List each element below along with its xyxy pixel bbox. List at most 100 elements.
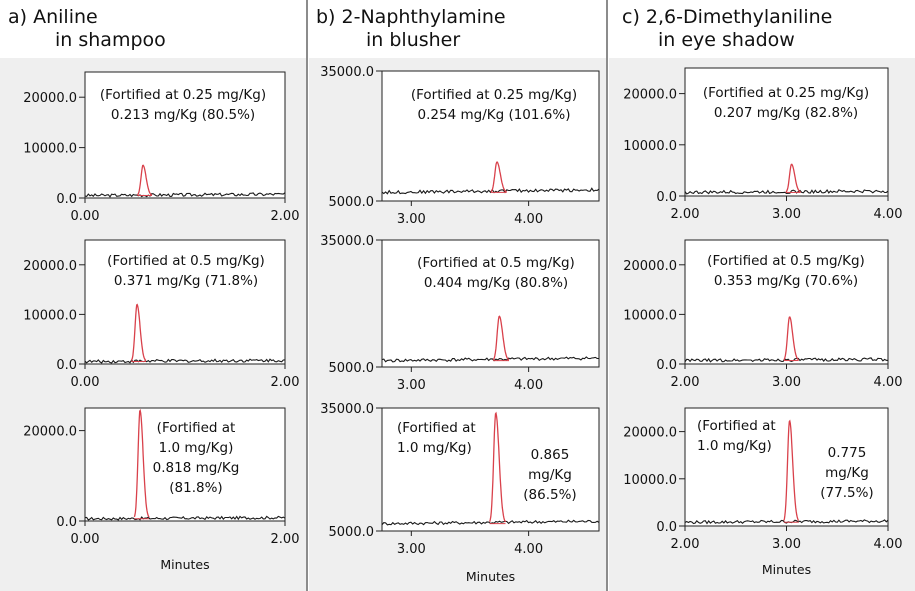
x-tick-label: 4.00 [514, 542, 543, 557]
panel-a-title-line2: in shampoo [55, 29, 166, 51]
x-tick-label: 4.00 [874, 375, 903, 390]
panel-b-title-line2: in blusher [366, 29, 461, 51]
peak-annotation: (Fortified at [397, 420, 476, 436]
peak-annotation: mg/Kg [825, 465, 869, 481]
panel-a-title-line1: a) Aniline [8, 6, 98, 28]
plot-frame [684, 67, 889, 197]
y-tick-label: 5000.0 [329, 195, 375, 210]
y-tick-label: 0.0 [656, 358, 677, 373]
y-tick-label: 20000.0 [623, 259, 677, 274]
panel-c-title-line2: in eye shadow [658, 29, 795, 51]
peak-trace [783, 316, 800, 361]
panel-c-title: c) 2,6-Dimethylaniline in eye shadow [622, 6, 832, 52]
baseline-trace [84, 358, 286, 364]
y-tick-label: 0.0 [56, 358, 77, 373]
panel-b-title-line1: b) 2-Naphthylamine [316, 6, 506, 28]
peak-annotation: (Fortified at [157, 420, 236, 436]
x-tick-label: 4.00 [514, 378, 543, 393]
y-tick-label: 10000.0 [23, 142, 77, 157]
panel-b-title: b) 2-Naphthylamine in blusher [316, 6, 506, 52]
peak-annotation: (Fortified at 0.25 mg/Kg) [703, 85, 869, 101]
y-tick-label: 10000.0 [623, 139, 677, 154]
baseline-trace [684, 189, 889, 195]
peak-trace [785, 163, 801, 193]
peak-annotation: 1.0 mg/Kg) [159, 440, 234, 456]
peak-annotation: (Fortified at 0.5 mg/Kg) [107, 253, 265, 269]
plot-frame [381, 70, 600, 202]
baseline-trace [381, 356, 599, 363]
baseline-trace [84, 515, 286, 521]
peak-annotation: 1.0 mg/Kg) [697, 438, 772, 454]
peak-trace [136, 164, 153, 196]
y-tick-label: 20000.0 [623, 426, 677, 441]
x-tick-label: 3.00 [397, 378, 426, 393]
x-axis-label: Minutes [762, 562, 811, 577]
peak-annotation: (Fortified at [697, 418, 776, 434]
x-tick-label: 3.00 [772, 207, 801, 222]
peak-annotation: (Fortified at 0.5 mg/Kg) [707, 253, 865, 269]
panel-c-title-line1: c) 2,6-Dimethylaniline [622, 6, 833, 28]
x-axis-label: Minutes [466, 569, 515, 584]
x-tick-label: 0.00 [71, 209, 100, 224]
y-tick-label: 0.0 [656, 190, 677, 205]
x-tick-label: 4.00 [514, 212, 543, 227]
x-tick-label: 3.00 [397, 212, 426, 227]
plot-frame [84, 239, 286, 365]
peak-annotation: 0.207 mg/Kg (82.8%) [714, 105, 858, 121]
peak-annotation: mg/Kg [528, 467, 572, 483]
peak-trace [490, 161, 507, 193]
peak-annotation: 0.213 mg/Kg (80.5%) [111, 107, 255, 123]
x-tick-label: 3.00 [772, 537, 801, 552]
plot-frame [84, 71, 286, 199]
x-tick-label: 0.00 [71, 532, 100, 547]
peak-annotation: 0.818 mg/Kg [153, 460, 240, 476]
y-tick-label: 0.0 [56, 515, 77, 530]
peak-annotation: 0.775 [828, 445, 867, 461]
x-tick-label: 2.00 [271, 532, 300, 547]
peak-annotation: (Fortified at 0.25 mg/Kg) [100, 87, 266, 103]
column-divider [606, 0, 608, 591]
x-tick-label: 4.00 [874, 537, 903, 552]
plot-frame [84, 407, 286, 522]
y-tick-label: 10000.0 [623, 473, 677, 488]
peak-trace [489, 411, 507, 523]
y-tick-label: 35000.0 [320, 234, 374, 249]
x-tick-label: 2.00 [671, 375, 700, 390]
peak-annotation: (86.5%) [523, 487, 576, 503]
y-tick-label: 35000.0 [320, 65, 374, 80]
y-tick-label: 20000.0 [23, 259, 77, 274]
y-tick-label: 20000.0 [23, 425, 77, 440]
peak-annotation: 1.0 mg/Kg) [397, 440, 472, 456]
peak-annotation: (Fortified at 0.5 mg/Kg) [417, 255, 575, 271]
y-tick-label: 5000.0 [329, 361, 375, 376]
peak-annotation: (Fortified at 0.25 mg/Kg) [411, 87, 577, 103]
peak-annotation: (77.5%) [820, 485, 873, 501]
plot-frame [684, 407, 889, 527]
x-tick-label: 2.00 [671, 537, 700, 552]
x-tick-label: 3.00 [397, 542, 426, 557]
baseline-trace [684, 357, 889, 363]
column-divider [306, 0, 308, 591]
y-tick-label: 10000.0 [23, 308, 77, 323]
y-tick-label: 20000.0 [623, 88, 677, 103]
x-tick-label: 2.00 [671, 207, 700, 222]
peak-trace [130, 303, 147, 362]
x-tick-label: 2.00 [271, 375, 300, 390]
panel-a-title: a) Aniline in shampoo [8, 6, 166, 52]
baseline-trace [84, 192, 286, 198]
y-tick-label: 20000.0 [23, 91, 77, 106]
y-tick-label: 10000.0 [623, 308, 677, 323]
peak-annotation: 0.865 [531, 447, 570, 463]
x-axis-label: Minutes [160, 557, 209, 572]
peak-trace [133, 408, 150, 518]
plot-frame [381, 239, 600, 368]
y-tick-label: 5000.0 [329, 525, 375, 540]
plot-frame [381, 407, 600, 532]
y-tick-label: 35000.0 [320, 402, 374, 417]
peak-annotation: 0.353 mg/Kg (70.6%) [714, 273, 858, 289]
x-tick-label: 3.00 [772, 375, 801, 390]
peak-annotation: 0.254 mg/Kg (101.6%) [418, 107, 571, 123]
baseline-trace [684, 519, 889, 525]
peak-annotation: 0.404 mg/Kg (80.8%) [424, 275, 568, 291]
